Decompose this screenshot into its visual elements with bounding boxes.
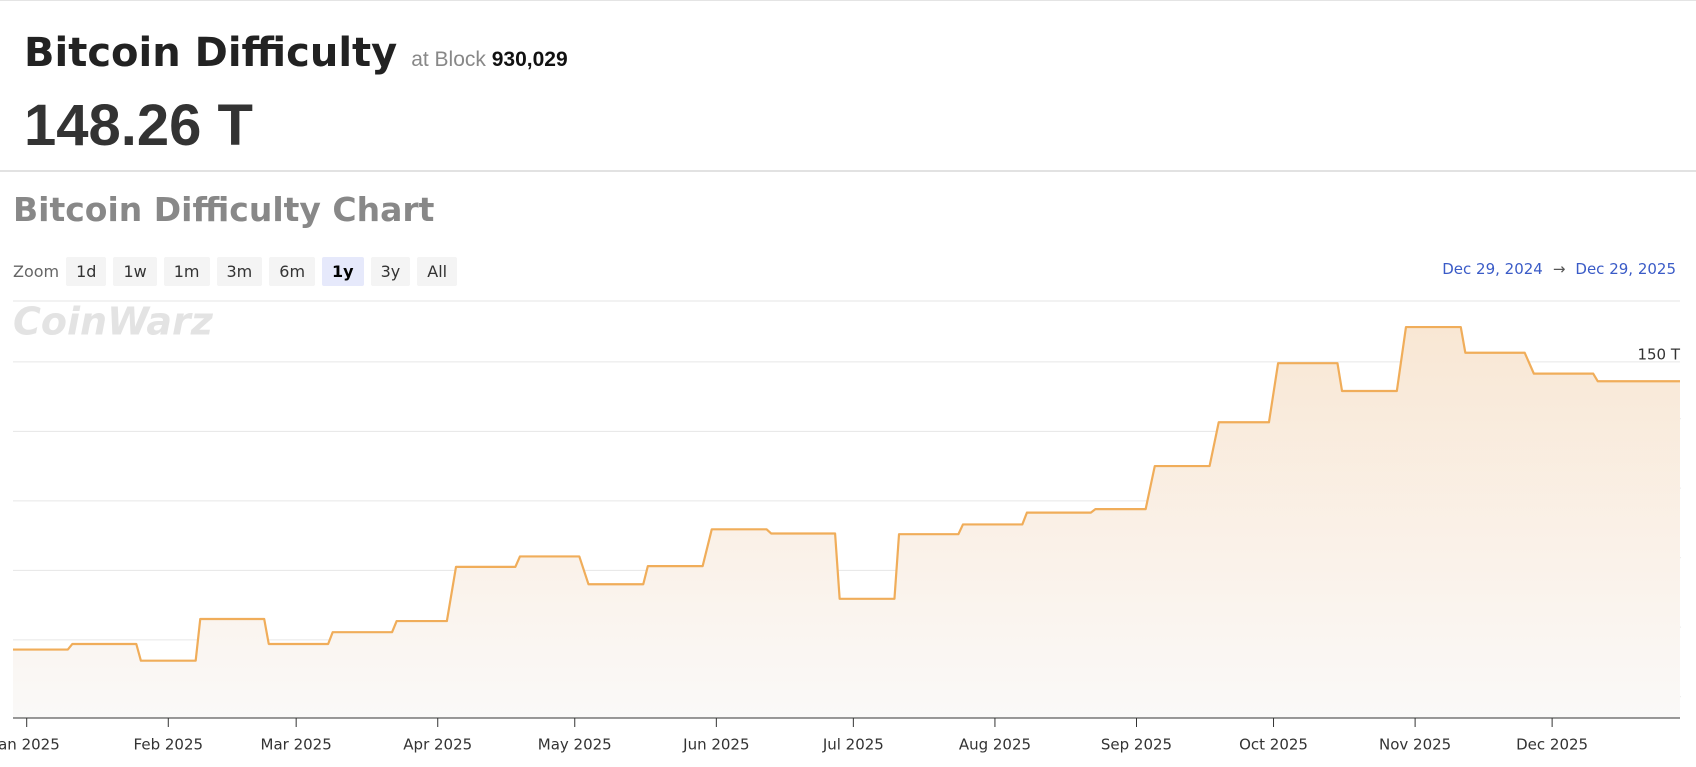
x-tick-label: Apr 2025 — [403, 736, 472, 754]
header-title: Bitcoin Difficulty at Block 930,029 — [24, 30, 568, 76]
range-arrow: → — [1552, 260, 1566, 278]
title: Bitcoin Difficulty — [24, 30, 398, 76]
chart-title: Bitcoin Difficulty Chart — [13, 190, 435, 229]
block-info: at Block 930,029 — [411, 48, 567, 71]
watermark: CoinWarz — [13, 300, 214, 344]
zoom-button[interactable]: 1m — [163, 257, 210, 286]
x-tick-label: Aug 2025 — [959, 736, 1031, 754]
line — [13, 325, 1680, 662]
block-label: at Block — [411, 48, 486, 71]
zoom-label: Zoom — [13, 262, 60, 281]
zoom-bar: Zoom 1d 1w 1m 3m 6m 1y 3y All — [13, 257, 458, 286]
x-tick-label: Jan 2025 — [0, 736, 60, 754]
zoom-button[interactable]: 1y — [322, 257, 364, 286]
x-tick-label: Oct 2025 — [1239, 736, 1308, 754]
zoom-button[interactable]: 6m — [269, 257, 316, 286]
x-tick-label: Jul 2025 — [822, 736, 884, 754]
x-tick-label: Nov 2025 — [1379, 736, 1451, 754]
zoom-button[interactable]: 1w — [113, 257, 157, 286]
x-tick-label: May 2025 — [538, 736, 612, 754]
difficulty-value: 148.26 T — [24, 93, 253, 158]
x-tick-label: Feb 2025 — [134, 736, 204, 754]
range-from[interactable]: Dec 29, 2024 — [1442, 260, 1543, 278]
x-tick-label: Sep 2025 — [1101, 736, 1172, 754]
separator — [0, 170, 1696, 172]
zoom-button[interactable]: All — [417, 257, 458, 286]
y-tick-label: 150 T — [1637, 345, 1680, 363]
x-tick-label: Jun 2025 — [682, 736, 749, 754]
date-range: Dec 29, 2024 → Dec 29, 2025 — [1442, 260, 1676, 278]
block-number: 930,029 — [491, 48, 568, 71]
x-tick-label: Mar 2025 — [261, 736, 332, 754]
range-to[interactable]: Dec 29, 2025 — [1575, 260, 1676, 278]
top-border — [0, 0, 1696, 1]
area-fill — [13, 327, 1680, 718]
zoom-button[interactable]: 3m — [216, 257, 263, 286]
zoom-button[interactable]: 3y — [370, 257, 411, 286]
x-tick-label: Dec 2025 — [1516, 736, 1588, 754]
zoom-button[interactable]: 1d — [66, 257, 107, 286]
